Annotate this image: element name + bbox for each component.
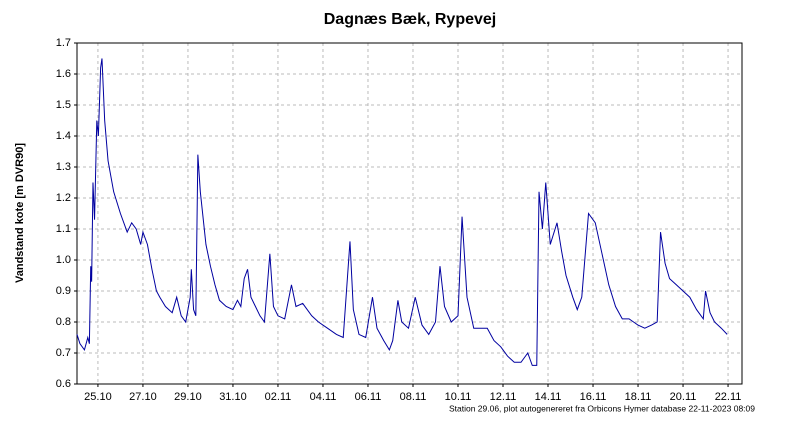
x-tick-label: 10.11 [445,391,472,403]
data-line [76,58,728,366]
y-tick-label: 0.7 [56,347,71,359]
y-tick-label: 1.4 [56,130,71,142]
x-tick-label: 22.11 [715,391,742,403]
y-tick-label: 0.6 [56,378,71,390]
chart-title: Dagnæs Bæk, Rypevej [324,11,497,28]
x-tick-label: 16.11 [580,391,607,403]
x-tick-label: 25.10 [84,391,112,403]
y-tick-label: 1.6 [56,68,71,80]
x-tick-label: 20.11 [670,391,697,403]
footnote: Station 29.06, plot autogenereret fra Or… [449,403,755,413]
y-axis-label: Vandstand kote [m DVR90] [14,143,26,283]
plot-frame [76,42,743,385]
x-tick-label: 02.11 [265,391,292,403]
x-tick-label: 29.10 [174,391,202,403]
x-tick-label: 14.11 [535,391,562,403]
y-tick-label: 1.3 [56,161,71,173]
y-tick-label: 0.9 [56,285,71,297]
x-tick-label: 27.10 [129,391,157,403]
y-tick-label: 0.8 [56,316,71,328]
y-tick-label: 1.5 [56,99,71,111]
x-tick-label: 08.11 [400,391,427,403]
x-tick-label: 06.11 [355,391,382,403]
x-tick-label: 18.11 [625,391,652,403]
x-tick-label: 31.10 [219,391,247,403]
x-tick-label: 12.11 [490,391,517,403]
y-tick-label: 1.7 [56,37,71,49]
y-tick-label: 1.2 [56,192,71,204]
x-tick-label: 04.11 [310,391,337,403]
y-tick-label: 1.1 [56,223,71,235]
y-tick-label: 1.0 [56,254,71,266]
